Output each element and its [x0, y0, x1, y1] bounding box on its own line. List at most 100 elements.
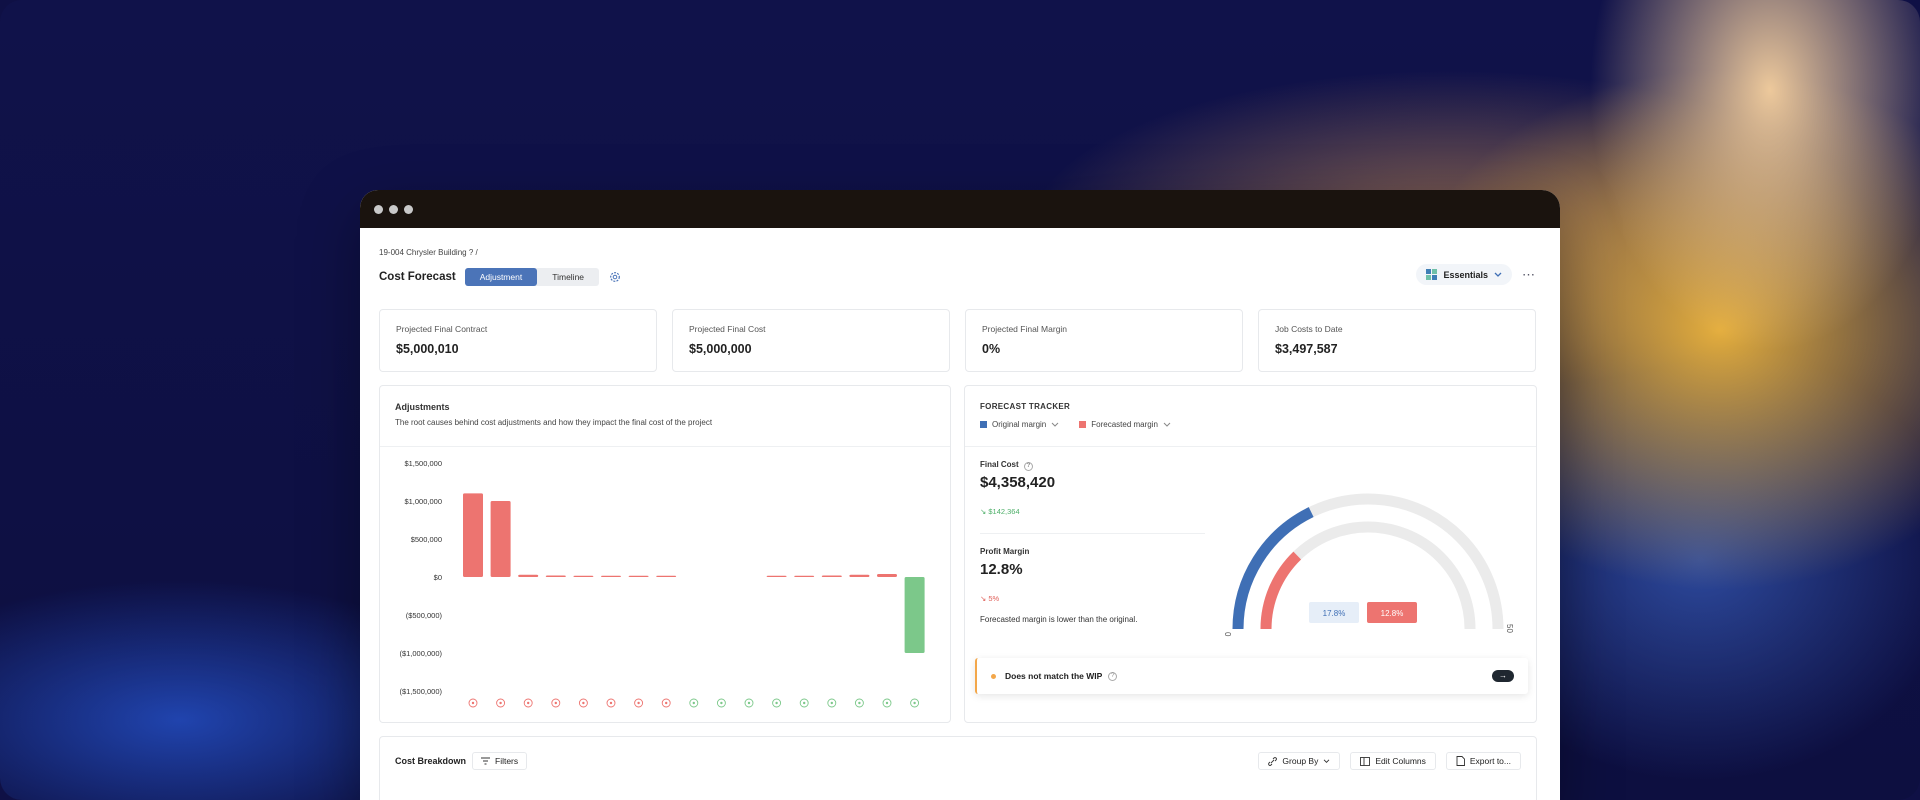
gauge-icon[interactable]	[551, 698, 561, 708]
globe-icon[interactable]	[578, 698, 588, 708]
table-actions: Group By Edit Columns Export to...	[1258, 752, 1521, 770]
dashboard-icon	[1426, 269, 1438, 280]
adjustments-panel: Adjustments The root causes behind cost …	[379, 385, 951, 723]
forecast-tracker-title: FORECAST TRACKER	[980, 402, 1071, 411]
kpi-card-final-contract: Projected Final Contract $5,000,010	[379, 309, 657, 372]
divider	[380, 446, 950, 447]
gauge-max-label: 50	[1505, 624, 1514, 633]
adjustment-bar[interactable]	[490, 501, 511, 577]
timer-icon[interactable]	[854, 698, 864, 708]
filters-button[interactable]: Filters	[472, 752, 528, 770]
app-window: 19-004 Chrysler Building ? / Cost Foreca…	[360, 190, 1560, 800]
kpi-card-final-cost: Projected Final Cost $5,000,000	[672, 309, 950, 372]
gauge-forecast-arc[interactable]	[1260, 551, 1302, 630]
help-icon[interactable]: ?	[1023, 462, 1033, 471]
window-close-button[interactable]	[374, 204, 383, 214]
adjustment-bar[interactable]	[601, 575, 621, 577]
margin-note: Forecasted margin is lower than the orig…	[980, 615, 1138, 624]
help-icon[interactable]: ?	[1108, 671, 1118, 681]
gauge-original-arc[interactable]	[1232, 507, 1314, 630]
file-export-icon	[1456, 756, 1465, 766]
y-tick-label: ($1,500,000)	[399, 687, 442, 696]
window-minimize-button[interactable]	[389, 204, 398, 214]
chart-icon[interactable]	[799, 698, 809, 708]
cost-breakdown-panel: Cost Breakdown Filters Group By Edit Col…	[379, 736, 1537, 800]
adjustments-description: The root causes behind cost adjustments …	[395, 418, 713, 427]
chevron-down-icon	[1163, 422, 1171, 427]
gauge-original-value: 17.8%	[1323, 609, 1346, 618]
help-icon[interactable]	[716, 698, 726, 708]
adjustment-bar[interactable]	[656, 575, 677, 577]
header-actions: Essentials ⋯	[1416, 264, 1536, 285]
group-by-dropdown[interactable]: Group By	[1258, 752, 1341, 770]
gear-icon[interactable]	[609, 271, 621, 283]
divider	[980, 533, 1205, 534]
adjustment-bar[interactable]	[628, 575, 649, 577]
cloud-icon[interactable]	[523, 698, 533, 708]
y-tick-label: ($500,000)	[406, 611, 443, 620]
cone-icon[interactable]	[496, 698, 506, 708]
adjustment-bar[interactable]	[821, 575, 842, 577]
chevron-down-icon	[1494, 272, 1502, 277]
adjustment-bar[interactable]	[794, 575, 815, 577]
legend-swatch	[980, 421, 987, 428]
profit-margin-delta: ↘ 5%	[980, 594, 1000, 603]
y-tick-label: $1,500,000	[404, 459, 442, 468]
kpi-label: Projected Final Contract	[396, 324, 488, 334]
legend-original-margin[interactable]: Original margin	[980, 420, 1059, 429]
final-cost-label-text: Final Cost	[980, 460, 1019, 469]
tab-adjustment[interactable]: Adjustment	[464, 268, 538, 286]
speed-icon[interactable]	[772, 698, 782, 708]
adjustment-bar[interactable]	[849, 574, 870, 577]
essentials-dropdown[interactable]: Essentials	[1416, 264, 1512, 285]
tag-icon[interactable]	[827, 698, 837, 708]
kpi-card-final-margin: Projected Final Margin 0%	[965, 309, 1243, 372]
legend-label: Forecasted margin	[1091, 420, 1158, 429]
kpi-value: $5,000,000	[689, 342, 752, 356]
adjustment-bar[interactable]	[766, 575, 787, 577]
y-tick-label: $0	[434, 573, 442, 582]
legend-forecasted-margin[interactable]: Forecasted margin	[1079, 420, 1171, 429]
wip-arrow-button[interactable]: →	[1492, 670, 1514, 682]
adjustment-bar[interactable]	[518, 574, 539, 577]
bag-icon[interactable]	[606, 698, 616, 708]
gauge-forecast-badge	[1367, 602, 1417, 623]
forecast-legend: Original margin Forecasted margin	[980, 420, 1171, 429]
y-tick-label: ($1,000,000)	[399, 649, 442, 658]
calendar-icon[interactable]	[634, 698, 644, 708]
window-maximize-button[interactable]	[404, 204, 413, 214]
wip-alert[interactable]: Does not match the WIP ? →	[975, 658, 1528, 694]
tab-timeline[interactable]: Timeline	[552, 272, 585, 282]
profit-margin-label: Profit Margin	[980, 547, 1030, 556]
final-cost-value: $4,358,420	[980, 474, 1056, 491]
page-title: Cost Forecast	[379, 271, 456, 283]
export-button[interactable]: Export to...	[1445, 752, 1521, 770]
expand-icon[interactable]	[661, 698, 671, 708]
grid-icon[interactable]	[468, 698, 478, 708]
bulb-icon[interactable]	[910, 698, 920, 708]
adjustment-bar[interactable]	[904, 577, 925, 653]
more-options-button[interactable]: ⋯	[1522, 266, 1536, 282]
kpi-card-job-costs: Job Costs to Date $3,497,587	[1258, 309, 1536, 372]
adjustment-bar[interactable]	[877, 573, 897, 577]
kpi-label: Job Costs to Date	[1275, 324, 1343, 334]
edit-columns-button[interactable]: Edit Columns	[1350, 752, 1436, 770]
y-tick-label: $500,000	[411, 535, 442, 544]
margin-gauge: 0 50 17.8% 12.8%	[1223, 493, 1514, 637]
kpi-value: 0%	[982, 342, 1001, 356]
adjustments-title: Adjustments	[395, 402, 450, 412]
clock-icon[interactable]	[689, 698, 699, 708]
tools-icon[interactable]	[744, 698, 754, 708]
view-toggle: Adjustment Timeline	[464, 268, 600, 286]
breadcrumb[interactable]: 19-004 Chrysler Building ? /	[379, 248, 478, 257]
adjustment-bar[interactable]	[573, 575, 594, 577]
adjustment-bar[interactable]	[463, 493, 483, 577]
export-label: Export to...	[1469, 756, 1511, 766]
apps-icon[interactable]	[882, 698, 892, 708]
profit-margin-value: 12.8%	[980, 561, 1023, 578]
adjustments-chart: $1,500,000 $1,000,000 $500,000 $0 ($500,000)…	[399, 459, 925, 708]
adjustment-bar[interactable]	[545, 575, 566, 577]
legend-swatch	[1079, 421, 1087, 428]
gauge-original-badge	[1309, 602, 1359, 623]
window-titlebar	[360, 190, 1560, 228]
